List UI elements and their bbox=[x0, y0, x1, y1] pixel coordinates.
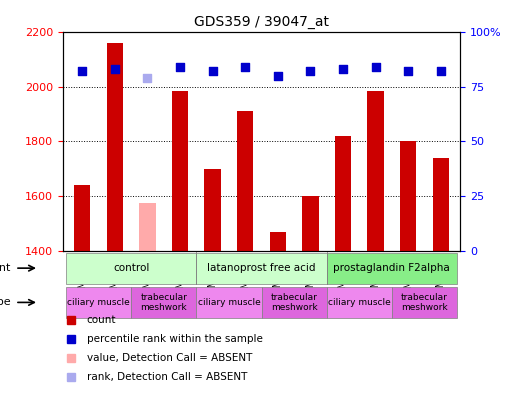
FancyBboxPatch shape bbox=[66, 253, 196, 284]
Point bbox=[176, 64, 184, 70]
Text: ciliary muscle: ciliary muscle bbox=[198, 298, 260, 307]
Point bbox=[209, 68, 217, 74]
Bar bbox=[335, 136, 351, 251]
FancyBboxPatch shape bbox=[66, 287, 131, 318]
Text: latanoprost free acid: latanoprost free acid bbox=[207, 263, 316, 273]
Text: trabecular
meshwork: trabecular meshwork bbox=[140, 293, 187, 312]
Point bbox=[339, 66, 347, 72]
Text: ciliary muscle: ciliary muscle bbox=[67, 298, 130, 307]
Text: agent: agent bbox=[0, 263, 11, 273]
Bar bbox=[433, 158, 449, 251]
Bar bbox=[237, 111, 253, 251]
FancyBboxPatch shape bbox=[327, 253, 457, 284]
Point bbox=[437, 68, 445, 74]
Text: prostaglandin F2alpha: prostaglandin F2alpha bbox=[334, 263, 450, 273]
Point bbox=[241, 64, 249, 70]
Bar bbox=[139, 203, 156, 251]
Bar bbox=[107, 43, 123, 251]
Bar bbox=[172, 91, 188, 251]
Point bbox=[306, 68, 314, 74]
Point bbox=[78, 68, 86, 74]
Text: rank, Detection Call = ABSENT: rank, Detection Call = ABSENT bbox=[87, 372, 247, 382]
Bar bbox=[74, 185, 90, 251]
Bar bbox=[204, 169, 221, 251]
Point bbox=[404, 68, 412, 74]
Text: ciliary muscle: ciliary muscle bbox=[328, 298, 391, 307]
Point bbox=[111, 66, 119, 72]
Text: value, Detection Call = ABSENT: value, Detection Call = ABSENT bbox=[87, 353, 252, 363]
Bar bbox=[270, 232, 286, 251]
Point bbox=[371, 64, 380, 70]
Bar bbox=[302, 196, 319, 251]
Point bbox=[143, 74, 152, 81]
Point bbox=[274, 72, 282, 79]
FancyBboxPatch shape bbox=[327, 287, 392, 318]
Text: count: count bbox=[87, 314, 116, 325]
Title: GDS359 / 39047_at: GDS359 / 39047_at bbox=[194, 15, 329, 29]
Text: percentile rank within the sample: percentile rank within the sample bbox=[87, 334, 263, 344]
Text: trabecular
meshwork: trabecular meshwork bbox=[270, 293, 317, 312]
Text: trabecular
meshwork: trabecular meshwork bbox=[401, 293, 448, 312]
Text: control: control bbox=[113, 263, 150, 273]
FancyBboxPatch shape bbox=[196, 287, 262, 318]
FancyBboxPatch shape bbox=[196, 253, 327, 284]
Bar bbox=[367, 91, 384, 251]
Bar bbox=[400, 141, 416, 251]
FancyBboxPatch shape bbox=[392, 287, 457, 318]
FancyBboxPatch shape bbox=[131, 287, 196, 318]
Text: cell type: cell type bbox=[0, 297, 11, 307]
FancyBboxPatch shape bbox=[262, 287, 327, 318]
